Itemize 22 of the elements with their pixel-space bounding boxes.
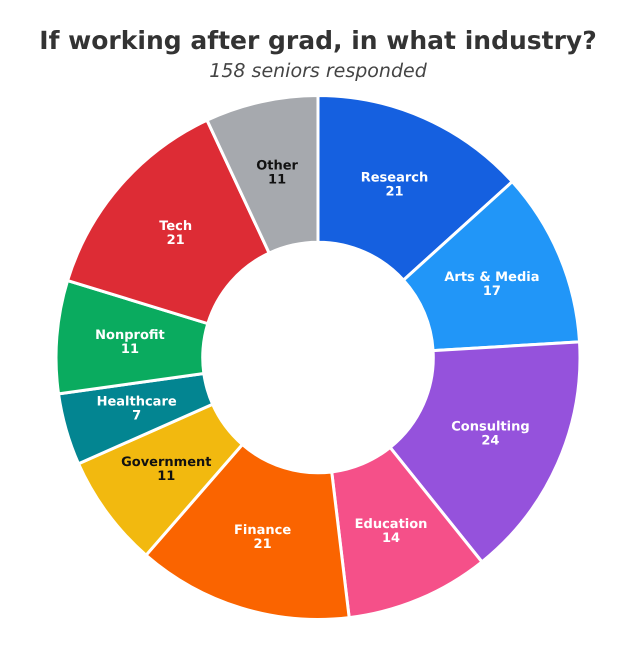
slice-label: Education: [354, 516, 428, 532]
data-label: 11: [157, 468, 176, 484]
chart-subtitle: 158 seniors responded: [208, 60, 428, 84]
data-label: 14: [382, 530, 400, 546]
slice-label: Tech: [159, 219, 192, 234]
data-label: 17: [482, 284, 501, 299]
slice-label: Government: [121, 454, 212, 470]
data-label: 11: [268, 172, 286, 188]
data-label: 21: [385, 184, 404, 200]
data-label: 24: [481, 433, 500, 448]
slice-label: Consulting: [451, 419, 530, 434]
slice-label: Other: [256, 158, 299, 174]
slice-label: Research: [360, 170, 428, 186]
slice-label: Finance: [234, 523, 292, 538]
data-label: 21: [254, 537, 272, 552]
data-label: 11: [120, 342, 140, 357]
slice-label: Nonprofit: [95, 328, 165, 343]
data-label: 21: [166, 233, 185, 248]
data-label: 7: [132, 408, 142, 424]
slice-label: Arts & Media: [444, 270, 540, 285]
chart-title: If working after grad, in what industry?: [38, 26, 598, 57]
slice-label: Healthcare: [96, 394, 177, 410]
